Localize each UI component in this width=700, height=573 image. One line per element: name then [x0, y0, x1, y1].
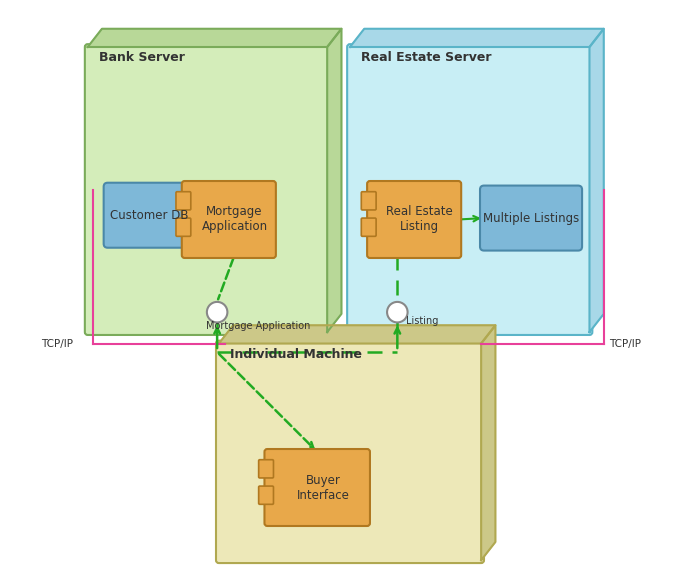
- Text: Multiple Listings: Multiple Listings: [483, 211, 579, 225]
- Text: Real Estate
Listing: Real Estate Listing: [386, 206, 453, 234]
- FancyBboxPatch shape: [104, 183, 195, 248]
- Circle shape: [207, 302, 228, 323]
- Polygon shape: [350, 29, 603, 47]
- FancyBboxPatch shape: [367, 181, 461, 258]
- FancyBboxPatch shape: [176, 192, 191, 210]
- Polygon shape: [88, 29, 342, 47]
- FancyBboxPatch shape: [265, 449, 370, 526]
- Text: Real Estate Server: Real Estate Server: [361, 51, 492, 64]
- Text: Individual Machine: Individual Machine: [230, 348, 363, 361]
- Polygon shape: [481, 325, 496, 560]
- FancyBboxPatch shape: [216, 341, 484, 563]
- Text: Mortgage Application: Mortgage Application: [206, 321, 310, 331]
- Text: Customer DB: Customer DB: [110, 209, 188, 222]
- Polygon shape: [327, 29, 342, 332]
- Text: TCP/IP: TCP/IP: [41, 339, 74, 348]
- FancyBboxPatch shape: [347, 44, 592, 335]
- Text: Bank Server: Bank Server: [99, 51, 185, 64]
- FancyBboxPatch shape: [176, 218, 191, 236]
- FancyBboxPatch shape: [259, 460, 274, 478]
- FancyBboxPatch shape: [361, 192, 376, 210]
- Circle shape: [387, 302, 407, 323]
- Polygon shape: [219, 325, 496, 344]
- FancyBboxPatch shape: [85, 44, 330, 335]
- Text: Buyer
Interface: Buyer Interface: [297, 473, 349, 501]
- FancyBboxPatch shape: [259, 486, 274, 504]
- Polygon shape: [589, 29, 603, 332]
- FancyBboxPatch shape: [182, 181, 276, 258]
- Text: Mortgage
Application: Mortgage Application: [202, 206, 267, 234]
- FancyBboxPatch shape: [361, 218, 376, 236]
- Text: Listing: Listing: [406, 316, 438, 325]
- Text: TCP/IP: TCP/IP: [610, 339, 641, 348]
- FancyBboxPatch shape: [480, 186, 582, 250]
